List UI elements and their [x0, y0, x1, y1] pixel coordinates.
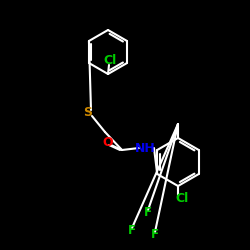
Text: O: O	[103, 136, 113, 149]
Text: F: F	[144, 206, 152, 218]
Text: F: F	[151, 228, 159, 240]
Text: Cl: Cl	[104, 54, 117, 68]
Text: NH: NH	[134, 142, 156, 154]
Text: F: F	[128, 224, 136, 236]
Text: Cl: Cl	[176, 192, 189, 204]
Text: S: S	[84, 106, 92, 118]
